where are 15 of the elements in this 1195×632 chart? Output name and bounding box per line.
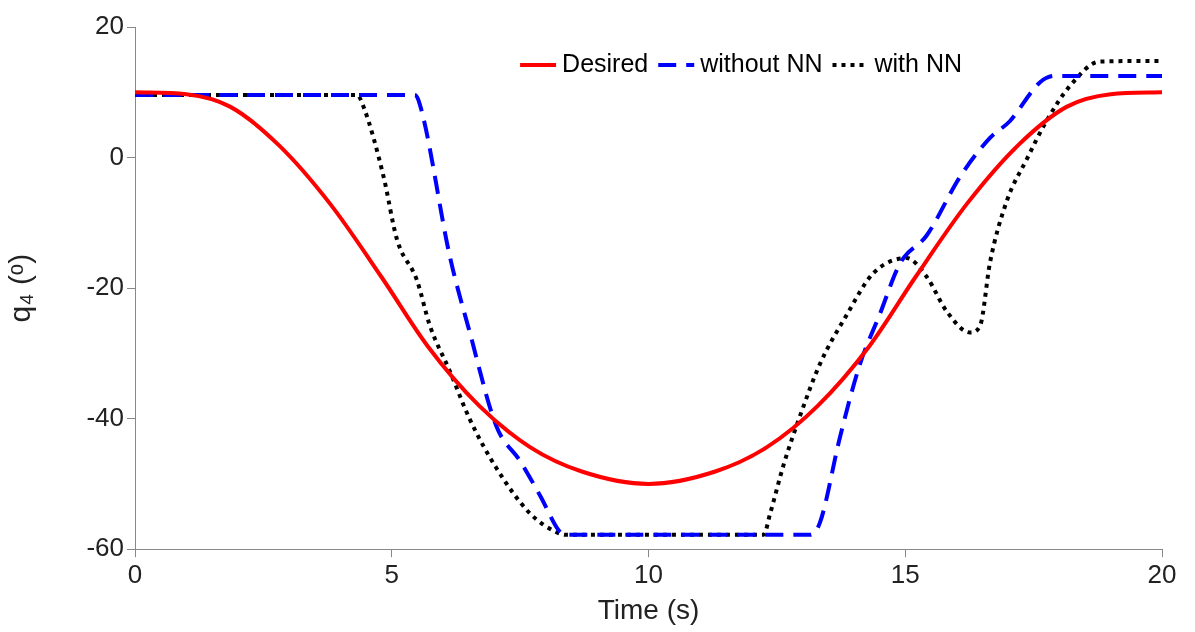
x-axis-title: Time (s) <box>597 593 700 625</box>
y-tick-label: 20 <box>95 10 124 41</box>
x-tick-label: 10 <box>634 558 663 589</box>
x-tick-label: 0 <box>127 558 143 589</box>
legend-label: with NN <box>873 48 962 77</box>
legend-label: Desired <box>562 48 649 77</box>
y-tick-label: -60 <box>86 532 124 563</box>
x-tick-label: 20 <box>1147 558 1177 589</box>
y-tick-label: -40 <box>86 401 124 432</box>
y-axis-title: q₄ (ᵒ) <box>3 253 37 323</box>
y-tick-label: 0 <box>109 140 124 171</box>
legend-label: without NN <box>699 48 823 77</box>
y-tick-label: -20 <box>86 271 124 302</box>
x-tick-label: 5 <box>384 558 399 589</box>
x-tick-label: 15 <box>890 558 920 589</box>
